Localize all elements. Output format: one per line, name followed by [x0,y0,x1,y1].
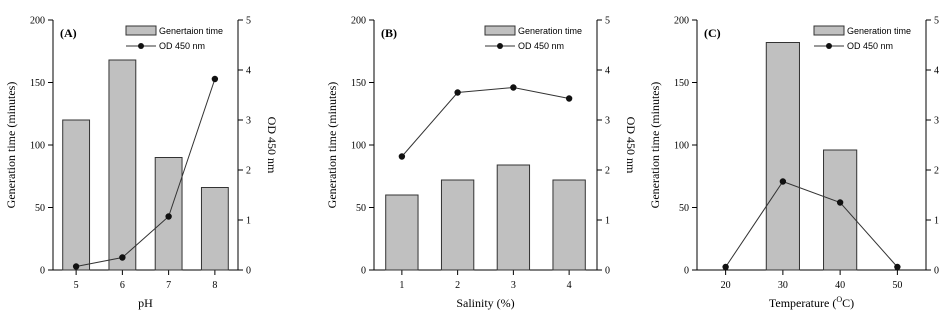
y2-tick-label: 2 [934,166,939,177]
line-point [565,95,573,102]
y-axis-title: Generation time (minutes) [4,82,18,209]
y-tick-label: 150 [674,78,689,89]
bar [823,149,858,271]
y-tick-label: 100 [30,141,45,152]
bar [385,194,419,271]
x-tick-label: 40 [835,280,845,291]
x-tick-label: 4 [567,280,572,291]
y2-tick-label: 3 [934,116,939,127]
y2-tick-label: 5 [246,16,251,27]
x-tick-label: 7 [166,280,171,291]
legend-bar-swatch [125,25,157,36]
bar [62,119,91,271]
y-axis-title: Generation time (minutes) [648,82,662,209]
y2-tick-label: 4 [605,66,610,77]
line-point [119,254,126,261]
panel-label: (B) [381,26,397,40]
y-tick-label: 0 [40,266,45,277]
legend-bar-label: Genertaion time [159,26,223,36]
y-tick-label: 150 [351,78,366,89]
legend-bar-label: Generation time [847,26,911,36]
series-line [401,86,570,157]
y2-tick-label: 2 [246,166,251,177]
y2-tick-label: 1 [246,216,251,227]
y2-tick-label: 0 [246,266,251,277]
legend-line-marker [138,43,144,49]
y-tick-label: 200 [30,16,45,27]
chart-panel-1: 0 50 100 150 200 0 1 2 3 4 5 5 6 7 8 (A) Genertaion time… [4,16,279,311]
y2-tick-label: 4 [934,66,939,77]
x-tick-label: 2 [455,280,460,291]
y-tick-label: 0 [684,266,689,277]
y2-tick-label: 0 [605,266,610,277]
line-point [211,75,219,83]
series-line [725,180,898,268]
y2-axis-title: OD 450 nm [624,117,638,174]
series-line [76,78,216,267]
bar [765,42,800,271]
x-tick-label: 5 [74,280,79,291]
legend-bar-swatch [813,25,845,36]
y2-tick-label: 4 [246,66,251,77]
legend-bar-label: Generation time [518,26,582,36]
panel-label: (C) [704,26,721,40]
y2-tick-label: 5 [934,16,939,27]
y2-tick-label: 0 [934,266,939,277]
y-tick-label: 200 [351,16,366,27]
legend-line-label: OD 450 nm [847,41,893,51]
chart-panel-2: 0 50 100 150 200 0 1 2 3 4 5 1 2 3 4 (B) Generation time… [325,16,638,311]
y-tick-label: 50 [356,203,366,214]
legend-bar-swatch [484,25,516,36]
y-tick-label: 100 [674,141,689,152]
chart-panel-3: 0 50 100 150 200 0 1 2 3 4 5 20 30 40 50 (C) Generation … [648,16,939,311]
line-point [779,178,787,185]
panel-label: (A) [60,26,77,40]
y2-tick-label: 1 [934,216,939,227]
y-tick-label: 100 [351,141,366,152]
y-axis-title: Generation time (minutes) [325,82,339,209]
x-axis-title: pH [138,296,153,310]
x-axis-title: Salinity (%) [456,296,514,310]
y2-axis-title: OD 450 nm [265,117,279,174]
line-point [894,263,901,271]
bar [496,164,531,271]
x-axis-title: Temperature (OC) [769,295,854,310]
y-tick-label: 0 [361,266,366,277]
line-point [165,213,172,220]
x-axis-title-tail: C) [842,296,854,310]
y-tick-label: 50 [35,203,45,214]
y-tick-label: 200 [674,16,689,27]
line-point [510,84,517,91]
y-tick-label: 50 [679,203,689,214]
y2-tick-label: 2 [605,166,610,177]
x-tick-label: 20 [721,280,731,291]
x-tick-label: 6 [120,280,125,291]
line-point [454,89,461,96]
bar [440,179,475,271]
x-tick-label: 3 [511,280,516,291]
bar [552,179,586,271]
line-point [72,263,80,270]
line-point [722,263,729,271]
bar [200,187,229,271]
x-tick-label: 50 [892,280,902,291]
legend-line-label: OD 450 nm [159,41,205,51]
x-tick-label: 30 [778,280,788,291]
x-tick-label: 1 [399,280,404,291]
line-point [398,153,406,160]
x-axis-title-sup: O [836,295,842,304]
y2-tick-label: 1 [605,216,610,227]
bar [108,59,137,271]
x-tick-label: 8 [212,280,217,291]
y2-tick-label: 3 [246,116,251,127]
y2-tick-label: 5 [605,16,610,27]
y2-tick-label: 3 [605,116,610,127]
y-tick-label: 150 [30,78,45,89]
legend-line-label: OD 450 nm [518,41,564,51]
legend-line-marker [826,43,832,49]
legend-line-marker [497,43,503,49]
line-point [836,199,844,206]
